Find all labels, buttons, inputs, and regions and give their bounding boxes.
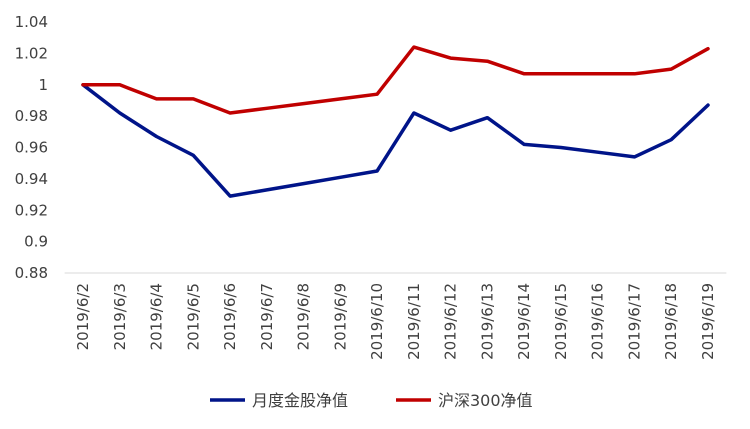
x-tick-label: 2019/6/6 bbox=[221, 283, 239, 350]
x-tick-label: 2019/6/5 bbox=[184, 283, 202, 350]
x-tick-label: 2019/6/12 bbox=[442, 283, 460, 360]
x-tick-label: 2019/6/14 bbox=[515, 283, 533, 360]
x-tick-label: 2019/6/3 bbox=[111, 283, 129, 350]
x-tick-label: 2019/6/18 bbox=[662, 283, 680, 360]
y-tick-label: 0.9 bbox=[24, 233, 48, 251]
y-tick-label: 1.02 bbox=[15, 44, 48, 62]
x-tick-label: 2019/6/11 bbox=[405, 283, 423, 360]
series-lines bbox=[81, 45, 710, 198]
x-tick-label: 2019/6/15 bbox=[552, 283, 570, 360]
x-tick-label: 2019/6/7 bbox=[258, 283, 276, 350]
x-tick-label: 2019/6/13 bbox=[478, 283, 496, 360]
y-tick-label: 0.98 bbox=[15, 107, 48, 125]
legend-label: 沪深300净值 bbox=[438, 391, 533, 410]
y-tick-label: 0.88 bbox=[15, 264, 48, 282]
series-line-2 bbox=[81, 45, 710, 115]
x-tick-label: 2019/6/10 bbox=[368, 283, 386, 360]
y-tick-label: 0.92 bbox=[15, 201, 48, 219]
y-tick-label: 1.04 bbox=[15, 13, 48, 31]
x-axis: 2019/6/2 2019/6/3 2019/6/4 2019/6/5 2019/6/6… bbox=[74, 283, 717, 360]
series-line-1 bbox=[81, 83, 710, 198]
x-tick-label: 2019/6/2 bbox=[74, 283, 92, 350]
x-tick-label: 2019/6/19 bbox=[699, 283, 717, 360]
x-tick-label: 2019/6/8 bbox=[295, 283, 313, 350]
y-tick-label: 0.96 bbox=[15, 139, 48, 157]
x-tick-label: 2019/6/16 bbox=[589, 283, 607, 360]
legend-label: 月度金股净值 bbox=[252, 391, 348, 410]
y-axis: 0.88 0.9 0.92 0.94 0.96 0.98 1 1.02 1.04 bbox=[15, 13, 48, 282]
legend: 月度金股净值 沪深300净值 bbox=[210, 391, 533, 410]
x-tick-label: 2019/6/4 bbox=[148, 283, 166, 350]
x-tick-label: 2019/6/17 bbox=[625, 283, 643, 360]
y-tick-label: 1 bbox=[38, 76, 48, 94]
x-tick-label: 2019/6/9 bbox=[331, 283, 349, 350]
y-tick-label: 0.94 bbox=[15, 170, 48, 188]
